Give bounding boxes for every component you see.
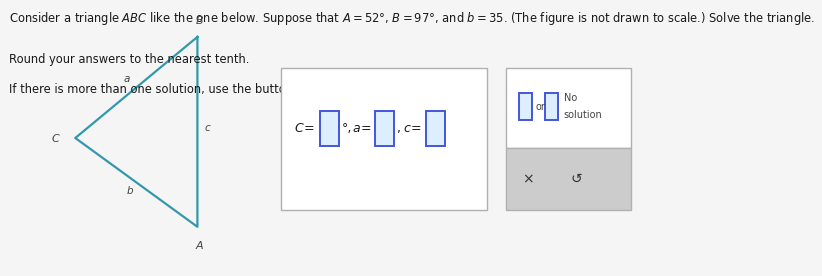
Text: $\it{b}$: $\it{b}$ — [126, 184, 134, 196]
Bar — [320, 111, 339, 146]
Text: Consider a triangle $\it{ABC}$ like the one below. Suppose that $\it{A}$ = 52°, : Consider a triangle $\it{ABC}$ like the … — [9, 10, 815, 26]
Bar — [506, 68, 631, 148]
Text: ↺: ↺ — [570, 172, 583, 186]
Text: or: or — [535, 102, 545, 112]
Text: If there is more than one solution, use the button labeled “or”.: If there is more than one solution, use … — [9, 83, 370, 96]
Bar — [281, 68, 487, 210]
Text: $a\!=\!$: $a\!=\!$ — [352, 122, 371, 135]
Text: solution: solution — [564, 110, 603, 120]
Text: $\it{a}$: $\it{a}$ — [122, 74, 131, 84]
Text: No: No — [564, 93, 577, 104]
Text: Round your answers to the nearest tenth.: Round your answers to the nearest tenth. — [9, 53, 249, 66]
Bar — [520, 93, 532, 120]
Text: $\it{B}$: $\it{B}$ — [195, 14, 204, 26]
Bar — [545, 93, 558, 120]
Text: $C\!=\!$: $C\!=\!$ — [293, 122, 314, 135]
Text: $c\!=\!$: $c\!=\!$ — [403, 122, 422, 135]
Text: ,: , — [397, 122, 400, 135]
Bar — [426, 111, 446, 146]
Text: °,: °, — [341, 122, 352, 135]
Bar — [506, 148, 631, 210]
Text: $\it{A}$: $\it{A}$ — [195, 239, 204, 251]
Text: ×: × — [523, 172, 534, 186]
Text: $\it{c}$: $\it{c}$ — [204, 123, 211, 133]
Text: $\it{C}$: $\it{C}$ — [52, 132, 61, 144]
Bar — [375, 111, 394, 146]
